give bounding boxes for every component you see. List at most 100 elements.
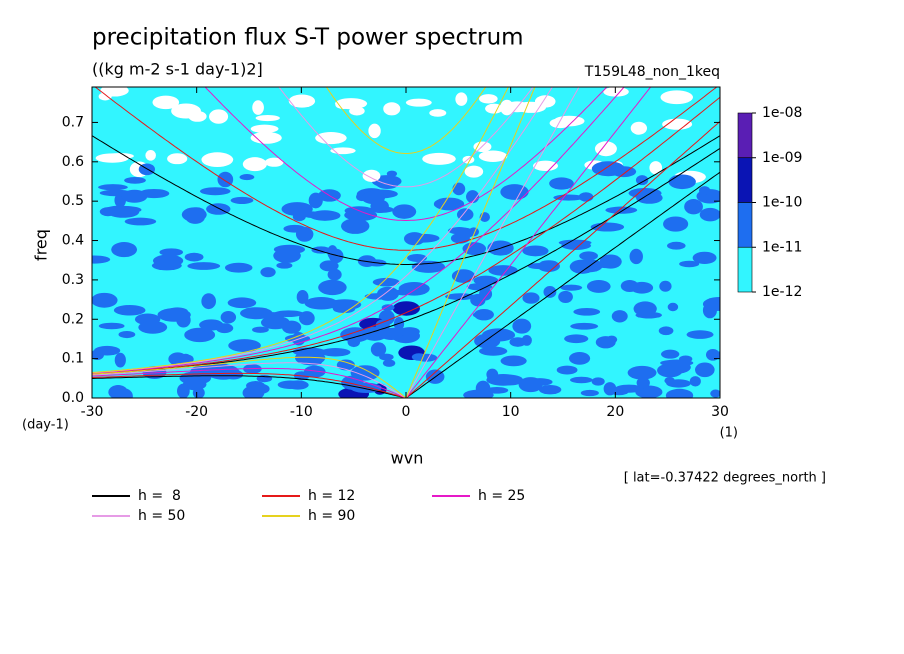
- contour-patch: [273, 310, 304, 318]
- dispersion-curve: [92, 87, 625, 374]
- dispersion-curve: [278, 87, 534, 188]
- contour-patch: [368, 123, 381, 139]
- contour-patch: [464, 165, 484, 178]
- contour-patch: [192, 387, 205, 398]
- contour-patch: [264, 157, 284, 167]
- legend-label: h = 50: [138, 508, 185, 524]
- contour-patch: [549, 118, 571, 129]
- contour-patch: [579, 251, 598, 261]
- contour-patch: [254, 384, 270, 394]
- contour-patch: [629, 248, 643, 265]
- contour-patch: [319, 260, 339, 272]
- contour-patch: [375, 319, 390, 332]
- contour-patch: [560, 284, 583, 291]
- contour-patch: [228, 339, 261, 352]
- dispersion-curve: [405, 87, 580, 398]
- y-tick-label: 0.1: [62, 351, 84, 367]
- dispersion-curve: [325, 87, 487, 155]
- contour-patch: [157, 308, 191, 322]
- colorbar-label: 1e-08: [762, 105, 802, 121]
- contour-patch: [628, 187, 662, 199]
- contour-patch: [98, 184, 128, 191]
- contour-patch: [385, 327, 407, 336]
- contour-patch: [512, 318, 532, 334]
- colorbar-swatch: [737, 202, 753, 248]
- contour-patch: [479, 346, 508, 356]
- contour-patch: [500, 355, 527, 367]
- contour-patch: [422, 152, 456, 165]
- contour-patch: [392, 204, 417, 219]
- contour-patch: [315, 132, 347, 145]
- contour-patch: [199, 187, 231, 196]
- contour-patch: [239, 174, 255, 181]
- y-tick-label: 0.6: [62, 154, 84, 170]
- contour-patch: [159, 248, 184, 257]
- x-tick-label: 0: [402, 404, 411, 420]
- contour-patch: [138, 320, 168, 334]
- contour-patch: [686, 330, 714, 339]
- contour-patch: [283, 224, 306, 233]
- contour-patch: [124, 176, 146, 184]
- contour-patch: [386, 170, 398, 177]
- contour-patch: [568, 352, 591, 365]
- contour-patch: [311, 246, 331, 254]
- contour-patch: [595, 336, 616, 349]
- contour-patch: [206, 203, 231, 215]
- contour-patch: [92, 292, 118, 308]
- contour-patch: [564, 334, 589, 344]
- contour-patch: [456, 208, 474, 221]
- contour-patch: [276, 262, 293, 269]
- y-unit: (day-1): [22, 418, 69, 433]
- contour-patch: [281, 202, 313, 216]
- contour-patch: [462, 242, 487, 256]
- contour-patch: [327, 268, 342, 281]
- contour-patch: [660, 359, 694, 367]
- contour-patch: [549, 177, 574, 190]
- contour-patch: [152, 254, 184, 268]
- contour-patch: [187, 262, 221, 270]
- contour-patch: [361, 191, 386, 205]
- contour-patch: [537, 260, 560, 272]
- y-tick-label: 0.0: [62, 390, 84, 406]
- contour-patch: [488, 265, 518, 276]
- contour-patch: [472, 311, 490, 319]
- contour-patch: [177, 386, 189, 393]
- contour-patch: [407, 254, 427, 262]
- contour-patch: [463, 389, 494, 398]
- x-tick-label: 30: [711, 404, 729, 420]
- contour-patch: [250, 124, 279, 133]
- contour-patch: [220, 310, 237, 324]
- contour-patch: [543, 286, 557, 298]
- contour-patch: [179, 371, 212, 385]
- contour-patch: [215, 323, 234, 334]
- dataset-label: T159L48_non_1keq: [584, 64, 720, 80]
- contour-patch: [118, 330, 136, 339]
- contour-patch: [603, 87, 629, 97]
- contour-patch: [273, 248, 301, 264]
- x-tick-label: -20: [185, 404, 208, 420]
- contour-patch: [481, 328, 516, 342]
- contour-patch: [201, 293, 216, 310]
- contour-patch: [308, 192, 323, 209]
- y-tick-label: 0.3: [62, 272, 84, 288]
- contour-patch: [605, 206, 638, 214]
- colorbar-swatch: [737, 246, 753, 293]
- x-tick-label: -10: [290, 404, 313, 420]
- contour-patch: [281, 320, 302, 334]
- contour-patch: [599, 254, 622, 269]
- contour-patch: [242, 157, 267, 172]
- contour-patch: [114, 352, 126, 368]
- contour-patch: [433, 197, 465, 211]
- contour-patch: [98, 92, 112, 101]
- contour-patch: [522, 245, 549, 257]
- contour-patch: [667, 302, 679, 312]
- contour-patch: [710, 389, 720, 398]
- contour-patch: [224, 262, 253, 273]
- contour-patch: [611, 310, 628, 323]
- contour-patch: [570, 376, 593, 384]
- dispersion-curve: [92, 367, 407, 398]
- contour-patch: [296, 289, 309, 304]
- plot-area: [92, 87, 720, 398]
- contour-patch: [665, 388, 694, 398]
- contour-patch: [580, 389, 599, 397]
